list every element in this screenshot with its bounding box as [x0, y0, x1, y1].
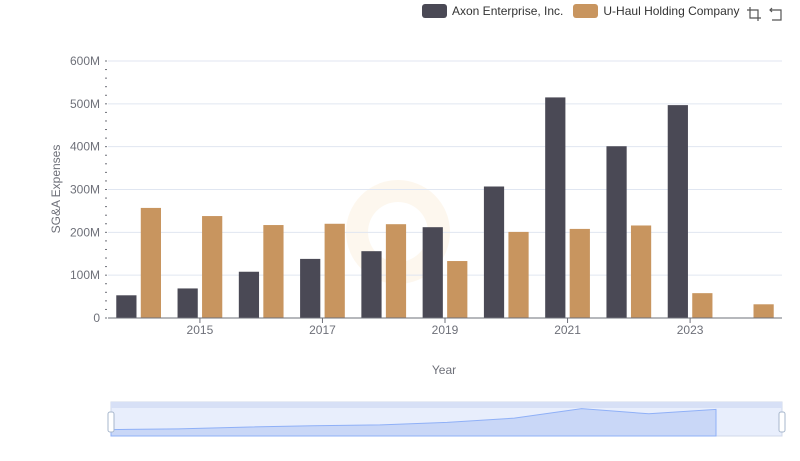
x-tick-label: 2015: [187, 323, 214, 337]
bar-axon-2017[interactable]: [300, 258, 321, 318]
bar-axon-2014[interactable]: [116, 295, 137, 318]
x-tick-label: 2023: [677, 323, 704, 337]
zoom-handle-left[interactable]: [107, 411, 115, 433]
y-tick-label: 300M: [70, 183, 100, 197]
bar-axon-2022[interactable]: [606, 146, 627, 318]
zoom-preview-area: [110, 408, 717, 437]
bar-uhaul-2015[interactable]: [202, 216, 223, 318]
legend-label-uhaul: U-Haul Holding Company: [603, 4, 740, 18]
zoom-icon[interactable]: [746, 6, 762, 22]
legend-label-axon: Axon Enterprise, Inc.: [452, 4, 564, 18]
bar-uhaul-2023[interactable]: [692, 293, 713, 318]
y-tick-label: 600M: [70, 54, 100, 68]
zoom-slider-bar[interactable]: [111, 402, 782, 408]
x-axis-label: Year: [432, 363, 456, 377]
bar-uhaul-2021[interactable]: [569, 228, 590, 318]
bar-uhaul-2016[interactable]: [263, 225, 284, 318]
y-tick-label: 500M: [70, 97, 100, 111]
x-tick-label: 2019: [432, 323, 459, 337]
y-tick-label: 100M: [70, 268, 100, 282]
legend-item-uhaul[interactable]: U-Haul Holding Company: [573, 4, 739, 18]
data-zoom-slider[interactable]: [107, 401, 786, 437]
bar-uhaul-2019[interactable]: [447, 261, 468, 318]
y-tick-label: 400M: [70, 140, 100, 154]
restore-icon[interactable]: [768, 6, 784, 22]
x-tick-label: 2017: [309, 323, 336, 337]
y-tick-label: 200M: [70, 225, 100, 239]
legend-swatch-axon: [422, 4, 447, 18]
bar-uhaul-2020[interactable]: [508, 231, 529, 318]
bar-axon-2023[interactable]: [667, 105, 688, 318]
bar-uhaul-2018[interactable]: [385, 224, 407, 318]
bar-uhaul-2014[interactable]: [140, 207, 162, 318]
bar-axon-2018[interactable]: [361, 251, 382, 318]
x-tick-label: 2021: [554, 323, 581, 337]
legend-swatch-uhaul: [573, 4, 599, 18]
toolbox: [746, 6, 784, 22]
zoom-handle-right[interactable]: [778, 411, 786, 433]
legend-item-axon[interactable]: Axon Enterprise, Inc.: [422, 4, 563, 18]
y-tick-label: 0: [93, 311, 100, 325]
bar-axon-2021[interactable]: [545, 97, 566, 319]
y-axis-label: SG&A Expenses: [49, 145, 63, 234]
legend: Axon Enterprise, Inc. U-Haul Holding Com…: [422, 4, 739, 18]
bar-axon-2016[interactable]: [238, 271, 260, 318]
bar-uhaul-2017[interactable]: [324, 223, 345, 318]
bar-uhaul-2022[interactable]: [630, 225, 652, 318]
bar-axon-2015[interactable]: [177, 288, 198, 318]
bar-axon-2020[interactable]: [483, 186, 505, 318]
bar-uhaul-2024[interactable]: [753, 304, 774, 318]
bar-axon-2019[interactable]: [422, 227, 443, 318]
